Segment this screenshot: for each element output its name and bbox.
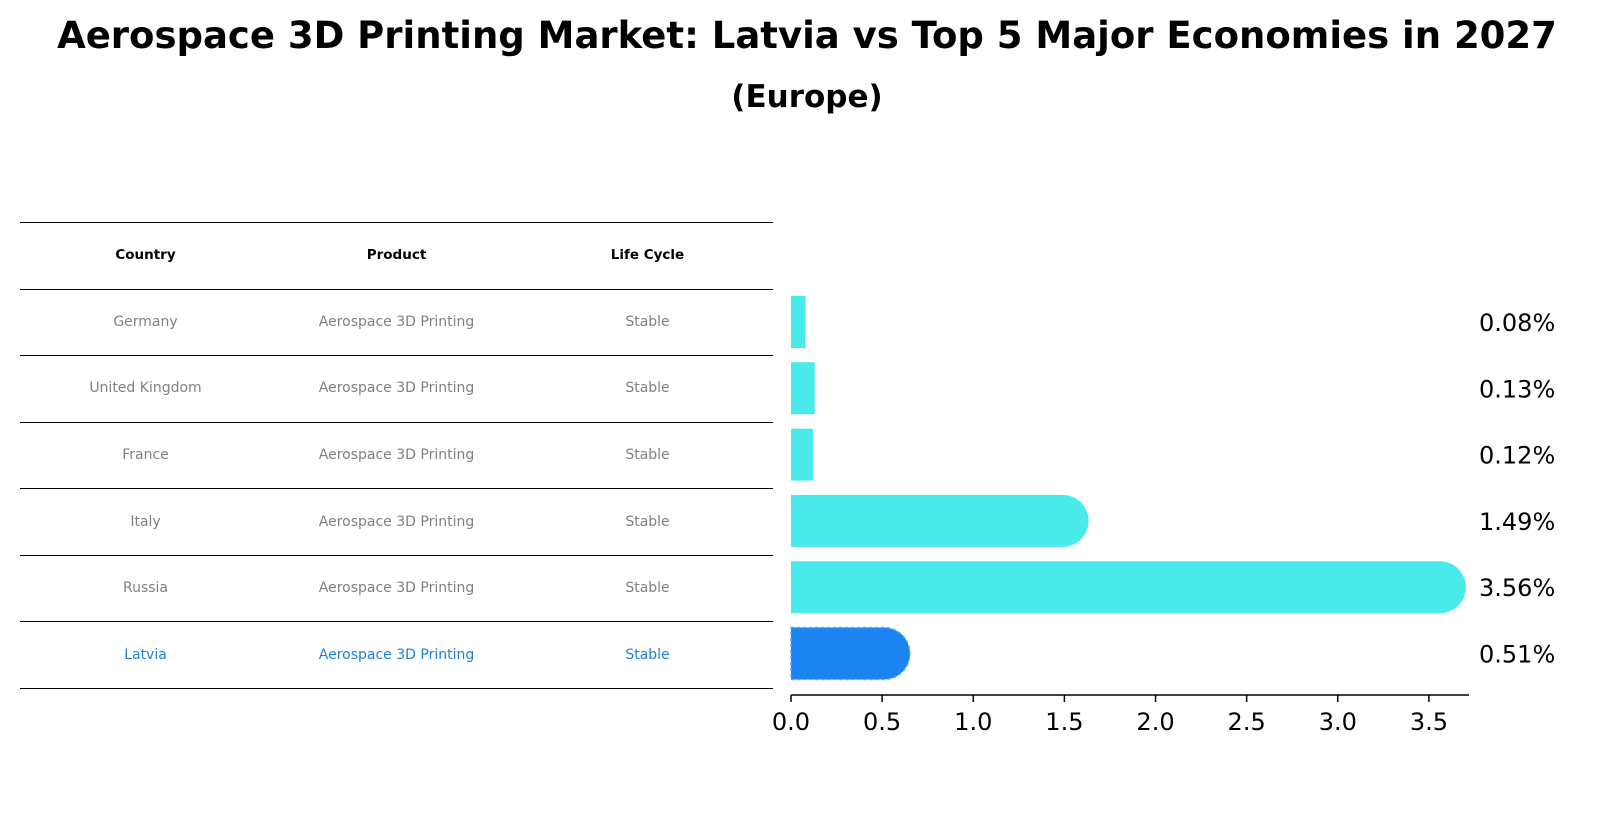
country-cell: France xyxy=(122,447,169,464)
x-tick-label: 3.5 xyxy=(1410,708,1448,736)
life-cycle-cell: Stable xyxy=(625,313,670,330)
life-cycle-cell: Stable xyxy=(625,447,670,464)
header-life-cycle: Life Cycle xyxy=(610,247,685,264)
bar-united-kingdom xyxy=(791,362,815,415)
product-cell: Aerospace 3D Printing xyxy=(318,646,475,663)
value-label: 0.13% xyxy=(1479,375,1555,403)
value-label: 3.56% xyxy=(1479,574,1555,602)
value-label: 0.12% xyxy=(1479,442,1555,470)
table-rule xyxy=(20,355,773,356)
bar-germany xyxy=(791,296,806,348)
country-cell: Italy xyxy=(130,513,161,530)
chart-subtitle: (Europe) xyxy=(731,79,883,115)
bar-italy xyxy=(791,494,1089,547)
table-rule xyxy=(20,222,773,223)
x-tick-label: 2.0 xyxy=(1136,708,1174,736)
value-label: 0.51% xyxy=(1479,641,1555,669)
life-cycle-cell: Stable xyxy=(625,580,670,597)
product-cell: Aerospace 3D Printing xyxy=(318,513,475,530)
table-row: Germany Aerospace 3D Printing Stable xyxy=(20,289,773,356)
header-country: Country xyxy=(115,247,176,264)
table-rule xyxy=(20,555,773,556)
x-tick-label: 1.0 xyxy=(954,708,992,736)
country-cell: United Kingdom xyxy=(89,380,202,397)
country-cell: Russia xyxy=(122,580,169,597)
chart-title: Aerospace 3D Printing Market: Latvia vs … xyxy=(57,14,1557,57)
header-product: Product xyxy=(366,247,427,264)
table-row: Italy Aerospace 3D Printing Stable xyxy=(20,488,773,555)
life-cycle-cell: Stable xyxy=(625,380,670,397)
product-cell: Aerospace 3D Printing xyxy=(318,580,475,597)
value-label: 0.08% xyxy=(1479,309,1555,337)
life-cycle-cell: Stable xyxy=(625,513,670,530)
table-row: Russia Aerospace 3D Printing Stable xyxy=(20,555,773,622)
table-rule xyxy=(20,488,773,489)
x-tick-label: 3.0 xyxy=(1319,708,1357,736)
table-rule xyxy=(20,289,773,290)
x-tick-label: 1.5 xyxy=(1045,708,1083,736)
life-cycle-cell: Stable xyxy=(625,646,670,663)
x-tick-label: 0.5 xyxy=(863,708,901,736)
country-table: Country Product Life Cycle Germany Aeros… xyxy=(20,222,773,688)
bar-france xyxy=(791,428,813,481)
x-tick-label: 2.5 xyxy=(1228,708,1266,736)
product-cell: Aerospace 3D Printing xyxy=(318,380,475,397)
table-header-row: Country Product Life Cycle xyxy=(20,222,773,289)
table-row: United Kingdom Aerospace 3D Printing Sta… xyxy=(20,355,773,422)
product-cell: Aerospace 3D Printing xyxy=(318,313,475,330)
bar-latvia xyxy=(790,626,911,681)
table-row-highlighted: Latvia Aerospace 3D Printing Stable xyxy=(20,622,773,689)
product-cell: Aerospace 3D Printing xyxy=(318,447,475,464)
x-tick-label: 0.0 xyxy=(772,708,810,736)
value-label: 1.49% xyxy=(1479,508,1555,536)
bar-russia xyxy=(791,561,1466,614)
table-row: France Aerospace 3D Printing Stable xyxy=(20,422,773,489)
table-rule xyxy=(20,422,773,423)
table-rule xyxy=(20,688,773,689)
country-cell: Latvia xyxy=(124,646,167,663)
country-cell: Germany xyxy=(113,313,178,330)
table-rule xyxy=(20,621,773,622)
